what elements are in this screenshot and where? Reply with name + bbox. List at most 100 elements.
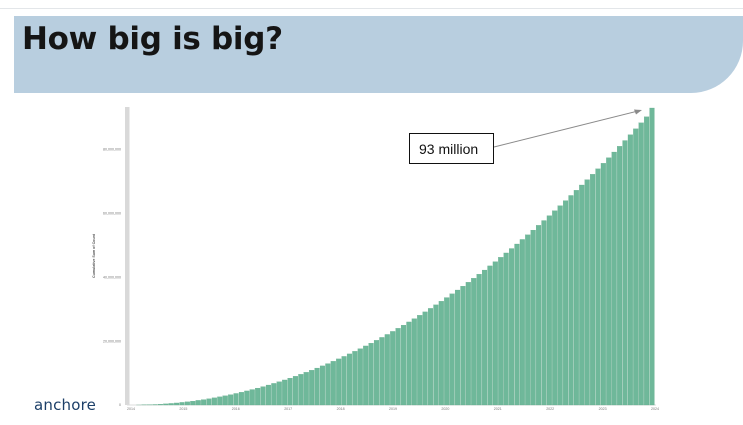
bar [217,396,223,406]
bar [211,397,217,406]
y-tick-label: 60,000,000 [103,212,121,216]
bar [298,374,304,406]
x-tick-label: 2017 [284,407,292,411]
bar [595,168,601,406]
annotation-arrow-line [493,110,639,148]
bar [525,234,531,406]
bar [357,348,363,406]
bar [271,383,277,406]
bar [536,225,542,406]
bar [471,278,477,406]
bar [179,402,185,406]
x-tick-label: 2016 [232,407,240,411]
x-tick-label: 2019 [389,407,397,411]
x-tick-label: 2015 [179,407,187,411]
x-tick-label: 2020 [441,407,449,411]
bar [282,379,288,406]
bar [174,402,180,406]
y-axis-band [125,107,130,405]
bar [649,107,655,406]
bar [195,400,201,406]
bar [417,315,423,406]
bar [509,248,515,406]
bar [644,116,650,406]
x-tick-label: 2023 [599,407,607,411]
x-tick-labels: 2014 2015 2016 2017 2018 2019 2020 2021 2022 2023… [127,407,659,411]
y-axis-title: Cumulative Sum of Count [92,233,96,278]
bar [260,386,266,406]
bar [460,286,466,406]
bar [368,343,374,406]
bar [395,328,401,406]
bar [411,318,417,406]
bar [611,151,617,406]
bar [590,174,596,406]
x-tick-label: 2014 [127,407,135,411]
bar [400,325,407,406]
y-tick-labels: 0 20,000,000 40,000,000 60,000,000 80,000,00… [103,148,121,407]
bar [265,384,271,406]
bar [449,293,455,406]
bar [255,387,261,406]
bar [622,140,628,406]
bar [184,401,190,406]
bar [309,370,315,406]
bar [498,257,504,406]
bar [633,128,639,406]
y-tick-label: 40,000,000 [103,275,121,279]
bar [444,297,450,406]
slide-title: How big is big? [22,21,283,57]
bar [163,403,169,406]
bar [482,269,488,406]
anchore-logo: anchore [34,396,97,414]
bar [228,394,234,406]
bar [238,392,244,406]
y-tick-label: 20,000,000 [103,339,121,343]
bar [390,331,396,406]
bar [314,367,320,406]
bar [627,134,633,406]
bar [157,404,163,406]
y-tick-label: 80,000,000 [103,148,121,152]
bar [579,184,585,406]
bar [541,220,547,406]
x-tick-label: 2022 [546,407,554,411]
bar [438,301,444,406]
x-tick-label: 2024 [651,407,659,411]
bar [552,210,558,406]
bar [363,345,369,406]
bar [406,321,412,406]
bar [373,340,380,406]
bar [152,404,158,406]
bar [492,261,498,406]
annotation-arrowhead [634,109,642,115]
bar [606,157,612,406]
title-banner [14,16,743,93]
bar [503,252,509,406]
x-tick-label: 2021 [494,407,502,411]
bar [546,215,552,406]
slide-top-rule [0,8,743,9]
bar [336,358,342,406]
bar [276,381,282,406]
bar [530,229,536,406]
bar [287,378,293,406]
bar [563,200,569,406]
bar [617,146,623,406]
bar [422,311,428,406]
bar [600,163,606,406]
bar [244,390,250,406]
annotation-93-million: 93 million [409,133,494,164]
bar [519,239,525,406]
bar [325,363,331,406]
bar [384,334,390,406]
bar [303,372,309,406]
bar [206,398,212,406]
bar [346,353,353,406]
y-tick-label: 0 [119,403,121,407]
bar [319,365,325,406]
bar [292,376,298,406]
bar [168,403,174,406]
bar [379,337,385,406]
